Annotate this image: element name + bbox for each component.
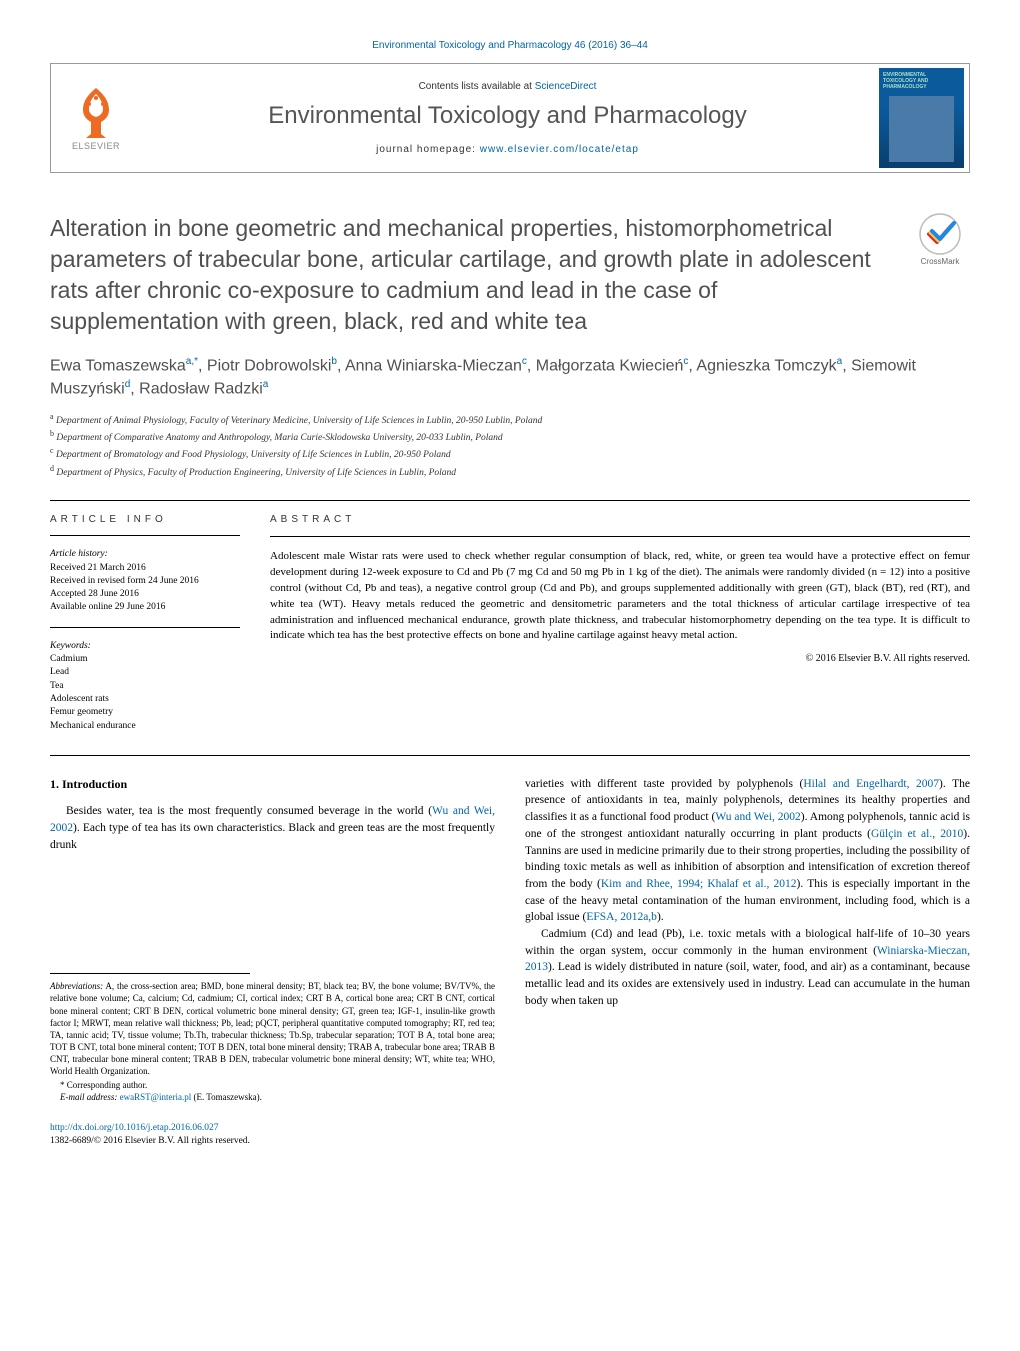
keyword-line: Femur geometry [50,706,240,719]
affiliation-line: d Department of Physics, Faculty of Prod… [50,463,970,480]
affiliation-line: a Department of Animal Physiology, Facul… [50,411,970,428]
separator-bottom [50,755,970,756]
abbreviations-footnote: Abbreviations: A, the cross-section area… [50,980,495,1077]
abbreviations-text: A, the cross-section area; BMD, bone min… [50,981,495,1076]
journal-cover-thumbnail: ENVIRONMENTAL TOXICOLOGY AND PHARMACOLOG… [879,68,964,168]
separator-top [50,500,970,501]
intro-text-1b: ). Each type of tea has its own characte… [50,822,495,851]
elsevier-tree-icon [71,86,121,141]
elsevier-logo: ELSEVIER [51,78,141,159]
r1f: ). [657,911,664,923]
affiliation-line: b Department of Comparative Anatomy and … [50,428,970,445]
intro-paragraph-right-1: varieties with different taste provided … [525,776,970,926]
affiliations-list: a Department of Animal Physiology, Facul… [50,411,970,481]
article-info-column: article info Article history: Received 2… [50,513,240,745]
keyword-line: Lead [50,666,240,679]
ref-kim-rhee-khalaf[interactable]: Kim and Rhee, 1994; Khalaf et al., 2012 [601,878,797,890]
footer-block: http://dx.doi.org/10.1016/j.etap.2016.06… [50,1122,495,1149]
issn-copyright-line: 1382-6689/© 2016 Elsevier B.V. All right… [50,1136,250,1146]
abstract-heading: abstract [270,513,970,528]
r1a: varieties with different taste provided … [525,778,803,790]
ref-wu-wei-2002-b[interactable]: Wu and Wei, 2002 [715,811,800,823]
intro-text-1: Besides water, tea is the most frequentl… [66,805,432,817]
abstract-text: Adolescent male Wistar rats were used to… [270,549,970,645]
crossmark-badge[interactable]: CrossMark [910,213,970,266]
intro-paragraph-right-2: Cadmium (Cd) and lead (Pb), i.e. toxic m… [525,926,970,1009]
keyword-line: Adolescent rats [50,693,240,706]
article-history-block: Article history: Received 21 March 2016R… [50,548,240,614]
history-line: Received in revised form 24 June 2016 [50,575,240,588]
info-sep-2 [50,627,240,628]
footnotes-block: Abbreviations: A, the cross-section area… [50,980,495,1103]
corresponding-email-link[interactable]: ewaRST@interia.pl [120,1092,192,1102]
abstract-copyright: © 2016 Elsevier B.V. All rights reserved… [270,652,970,667]
elsevier-label: ELSEVIER [72,141,120,151]
authors-list: Ewa Tomaszewskaa,*, Piotr Dobrowolskib, … [50,355,970,400]
journal-citation-top: Environmental Toxicology and Pharmacolog… [50,40,970,51]
abstract-sep [270,536,970,537]
cover-thumb-image [889,96,954,162]
keyword-line: Mechanical endurance [50,720,240,733]
keywords-block: Keywords: CadmiumLeadTeaAdolescent ratsF… [50,640,240,733]
article-history-label: Article history: [50,548,240,561]
sciencedirect-link[interactable]: ScienceDirect [535,81,597,92]
article-title: Alteration in bone geometric and mechani… [50,213,910,337]
crossmark-icon [919,213,961,255]
corresponding-author-footnote: * Corresponding author. [50,1079,495,1091]
history-line: Available online 29 June 2016 [50,601,240,614]
body-left-column: 1. Introduction Besides water, tea is th… [50,776,495,1148]
abstract-column: abstract Adolescent male Wistar rats wer… [270,513,970,745]
cover-thumb-title: ENVIRONMENTAL TOXICOLOGY AND PHARMACOLOG… [879,68,964,94]
keyword-line: Cadmium [50,653,240,666]
history-line: Accepted 28 June 2016 [50,588,240,601]
ref-hilal-engelhardt-2007[interactable]: Hilal and Engelhardt, 2007 [803,778,939,790]
history-line: Received 21 March 2016 [50,562,240,575]
ref-gulcin-2010[interactable]: Gülçin et al., 2010 [871,828,963,840]
journal-header: ELSEVIER Contents lists available at Sci… [50,63,970,173]
intro-paragraph-left: Besides water, tea is the most frequentl… [50,803,495,853]
journal-homepage-link[interactable]: www.elsevier.com/locate/etap [480,144,639,155]
homepage-prefix: journal homepage: [376,144,480,155]
info-sep [50,535,240,536]
body-right-column: varieties with different taste provided … [525,776,970,1148]
email-suffix: (E. Tomaszewska). [191,1092,262,1102]
keywords-label: Keywords: [50,640,240,653]
email-footnote: E-mail address: ewaRST@interia.pl (E. To… [50,1091,495,1103]
introduction-heading: 1. Introduction [50,776,495,793]
journal-homepage-line: journal homepage: www.elsevier.com/locat… [151,144,864,155]
journal-name: Environmental Toxicology and Pharmacolog… [151,102,864,130]
affiliation-line: c Department of Bromatology and Food Phy… [50,445,970,462]
abbreviations-label: Abbreviations: [50,981,103,991]
r2b: ). Lead is widely distributed in nature … [525,961,970,1006]
contents-available-line: Contents lists available at ScienceDirec… [151,81,864,92]
doi-link[interactable]: http://dx.doi.org/10.1016/j.etap.2016.06… [50,1123,218,1133]
email-label: E-mail address: [60,1092,120,1102]
crossmark-label: CrossMark [921,257,960,266]
keyword-line: Tea [50,680,240,693]
ref-efsa-2012[interactable]: EFSA, 2012a,b [586,911,657,923]
article-info-heading: article info [50,513,240,527]
contents-prefix: Contents lists available at [419,81,535,92]
footnote-separator [50,973,250,974]
